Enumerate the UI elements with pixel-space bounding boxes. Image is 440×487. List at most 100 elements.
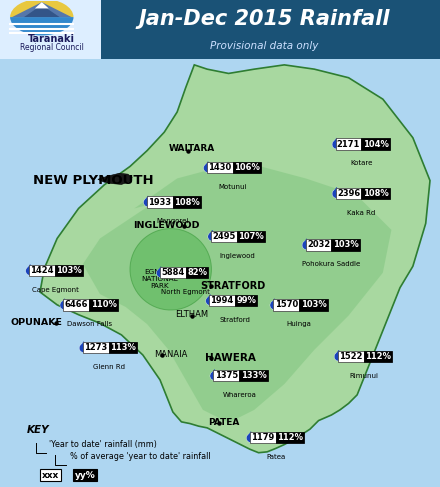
Text: Kaka Rd: Kaka Rd <box>347 210 376 216</box>
Polygon shape <box>246 433 255 443</box>
Text: 1933: 1933 <box>148 198 172 206</box>
Text: 113%: 113% <box>110 343 136 352</box>
Text: MANAIA: MANAIA <box>154 350 187 358</box>
Polygon shape <box>270 300 279 310</box>
Text: 1375: 1375 <box>215 371 238 380</box>
Text: 104%: 104% <box>363 140 389 149</box>
Circle shape <box>130 228 212 310</box>
Text: 1994: 1994 <box>210 296 234 305</box>
Text: ELTHAM: ELTHAM <box>176 310 209 319</box>
Text: Huinga: Huinga <box>287 321 312 327</box>
Polygon shape <box>332 140 341 149</box>
Text: 108%: 108% <box>363 189 389 198</box>
Polygon shape <box>156 268 165 278</box>
Polygon shape <box>336 350 341 355</box>
Text: 112%: 112% <box>365 352 391 361</box>
Polygon shape <box>40 65 430 453</box>
Text: Motunui: Motunui <box>219 184 247 190</box>
Text: 1424: 1424 <box>30 266 54 275</box>
Text: Regional Council: Regional Council <box>20 43 84 53</box>
Text: 1179: 1179 <box>251 433 275 442</box>
Text: HAWERA: HAWERA <box>205 354 256 363</box>
Polygon shape <box>204 164 213 172</box>
Polygon shape <box>334 352 343 361</box>
Text: Cape Egmont: Cape Egmont <box>32 287 78 293</box>
Text: Glenn Rd: Glenn Rd <box>92 364 125 370</box>
Polygon shape <box>334 138 340 142</box>
Polygon shape <box>271 299 277 303</box>
Text: PATEA: PATEA <box>209 418 240 427</box>
Text: Mangorei: Mangorei <box>157 218 189 225</box>
Text: 82%: 82% <box>187 268 207 277</box>
Polygon shape <box>248 431 254 436</box>
Text: North Egmont: North Egmont <box>161 289 210 295</box>
Polygon shape <box>332 189 341 198</box>
Polygon shape <box>209 230 215 234</box>
Text: EGMONT
NATIONAL
PARK: EGMONT NATIONAL PARK <box>142 269 178 289</box>
Text: KEY: KEY <box>27 426 50 435</box>
Polygon shape <box>24 5 60 17</box>
Text: Kotare: Kotare <box>350 160 373 167</box>
Polygon shape <box>210 372 219 380</box>
Text: NEW PLYMOUTH: NEW PLYMOUTH <box>33 174 154 187</box>
Polygon shape <box>302 241 311 250</box>
Polygon shape <box>205 162 211 166</box>
Text: Pohokura Saddle: Pohokura Saddle <box>302 261 360 267</box>
Text: 103%: 103% <box>56 266 82 275</box>
Text: yy%: yy% <box>75 470 95 480</box>
Text: 2032: 2032 <box>307 241 330 249</box>
Polygon shape <box>81 341 87 346</box>
Text: 133%: 133% <box>241 371 266 380</box>
Text: 106%: 106% <box>234 163 260 172</box>
Text: 108%: 108% <box>174 198 200 206</box>
Text: 99%: 99% <box>236 296 256 305</box>
Wedge shape <box>10 0 73 17</box>
Text: 112%: 112% <box>277 433 303 442</box>
Text: 1273: 1273 <box>84 343 107 352</box>
Text: 1430: 1430 <box>208 163 231 172</box>
Polygon shape <box>79 343 88 353</box>
Text: 2396: 2396 <box>337 189 360 198</box>
Text: 2495: 2495 <box>213 232 236 241</box>
Text: WAITARA: WAITARA <box>169 144 215 153</box>
Text: 110%: 110% <box>91 300 117 309</box>
Polygon shape <box>98 173 132 185</box>
Polygon shape <box>60 300 69 310</box>
Polygon shape <box>83 161 392 423</box>
Polygon shape <box>205 297 215 305</box>
Text: Dawson Falls: Dawson Falls <box>67 321 112 327</box>
Text: 2171: 2171 <box>337 140 360 149</box>
Polygon shape <box>145 196 151 200</box>
Polygon shape <box>12 2 72 17</box>
Text: Patea: Patea <box>266 454 285 460</box>
Text: 103%: 103% <box>333 241 359 249</box>
Text: 107%: 107% <box>238 232 264 241</box>
Text: % of average 'year to date' rainfall: % of average 'year to date' rainfall <box>70 452 211 461</box>
Polygon shape <box>334 187 340 191</box>
Text: Whareroa: Whareroa <box>222 392 256 398</box>
FancyBboxPatch shape <box>0 0 101 59</box>
Polygon shape <box>158 266 164 271</box>
Polygon shape <box>207 294 213 299</box>
Text: Inglewood: Inglewood <box>219 253 255 259</box>
Text: 1522: 1522 <box>339 352 362 361</box>
Text: INGLEWOOD: INGLEWOOD <box>133 221 200 230</box>
Text: 5884: 5884 <box>161 268 184 277</box>
Polygon shape <box>208 232 217 241</box>
Polygon shape <box>304 239 309 243</box>
Polygon shape <box>26 266 35 275</box>
Polygon shape <box>27 264 33 269</box>
Text: Jan-Dec 2015 Rainfall: Jan-Dec 2015 Rainfall <box>138 9 390 29</box>
Polygon shape <box>143 198 153 207</box>
Text: xxx: xxx <box>42 470 59 480</box>
Polygon shape <box>212 369 217 374</box>
Text: Stratford: Stratford <box>220 317 250 323</box>
Text: 'Year to date' rainfall (mm): 'Year to date' rainfall (mm) <box>48 440 157 449</box>
Text: Taranaki: Taranaki <box>28 35 75 44</box>
Wedge shape <box>10 17 73 36</box>
Text: Rimunui: Rimunui <box>349 373 378 378</box>
Text: 6466: 6466 <box>65 300 88 309</box>
Text: 1570: 1570 <box>275 300 298 309</box>
FancyBboxPatch shape <box>0 0 440 59</box>
Text: STRATFORD: STRATFORD <box>200 281 265 291</box>
